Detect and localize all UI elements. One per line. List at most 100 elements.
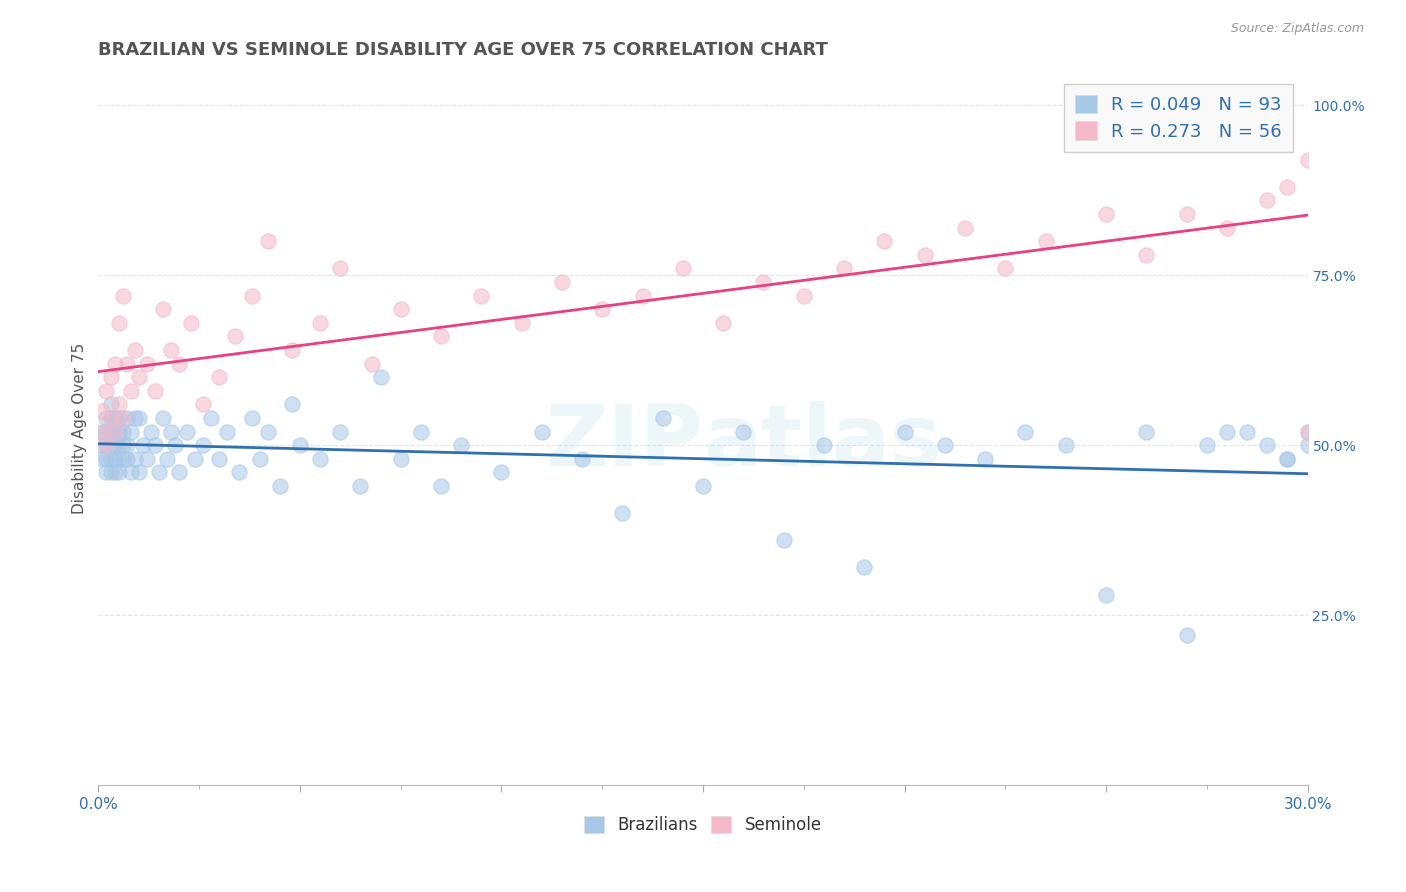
Point xyxy=(571,451,593,466)
Point xyxy=(1296,425,1319,439)
Point xyxy=(100,451,122,466)
Point xyxy=(120,425,142,439)
Legend: Brazilians, Seminole: Brazilians, Seminole xyxy=(578,809,828,841)
Point xyxy=(193,438,215,452)
Point xyxy=(107,397,129,411)
Point xyxy=(1014,425,1036,439)
Point xyxy=(180,316,202,330)
Point xyxy=(96,438,118,452)
Point xyxy=(430,329,453,343)
Point xyxy=(91,425,114,439)
Point xyxy=(100,466,122,480)
Point xyxy=(1216,425,1239,439)
Point xyxy=(853,560,876,574)
Point xyxy=(934,438,956,452)
Point xyxy=(240,288,263,302)
Point xyxy=(651,411,673,425)
Point xyxy=(156,451,179,466)
Point xyxy=(370,370,392,384)
Point xyxy=(128,411,150,425)
Point xyxy=(329,425,352,439)
Point xyxy=(551,275,574,289)
Point xyxy=(124,411,146,425)
Point xyxy=(107,411,129,425)
Point xyxy=(100,425,122,439)
Point xyxy=(115,451,138,466)
Point xyxy=(208,370,231,384)
Text: atlas: atlas xyxy=(703,401,941,484)
Point xyxy=(1256,194,1278,208)
Point xyxy=(288,438,311,452)
Point xyxy=(167,357,190,371)
Point xyxy=(111,288,134,302)
Point xyxy=(100,370,122,384)
Point xyxy=(591,302,613,317)
Point xyxy=(103,425,125,439)
Point xyxy=(120,466,142,480)
Point xyxy=(111,411,134,425)
Point xyxy=(200,411,222,425)
Point xyxy=(974,451,997,466)
Point xyxy=(96,438,118,452)
Point xyxy=(152,411,174,425)
Point xyxy=(115,411,138,425)
Text: BRAZILIAN VS SEMINOLE DISABILITY AGE OVER 75 CORRELATION CHART: BRAZILIAN VS SEMINOLE DISABILITY AGE OVE… xyxy=(98,41,828,59)
Y-axis label: Disability Age Over 75: Disability Age Over 75 xyxy=(72,343,87,514)
Text: ZIP: ZIP xyxy=(546,401,703,484)
Point xyxy=(91,404,114,418)
Point xyxy=(1216,220,1239,235)
Point xyxy=(91,425,114,439)
Point xyxy=(631,288,654,302)
Point xyxy=(103,411,125,425)
Text: Source: ZipAtlas.com: Source: ZipAtlas.com xyxy=(1230,22,1364,36)
Point xyxy=(143,438,166,452)
Point xyxy=(193,397,215,411)
Point xyxy=(1277,451,1299,466)
Point xyxy=(329,261,352,276)
Point xyxy=(1296,153,1319,167)
Point xyxy=(256,425,278,439)
Point xyxy=(832,261,855,276)
Point xyxy=(107,438,129,452)
Point xyxy=(176,425,198,439)
Point xyxy=(711,316,734,330)
Point xyxy=(1135,248,1157,262)
Point xyxy=(692,479,714,493)
Point xyxy=(96,451,118,466)
Point xyxy=(135,357,157,371)
Point xyxy=(893,425,915,439)
Point xyxy=(103,357,125,371)
Point xyxy=(184,451,207,466)
Point xyxy=(914,248,936,262)
Point xyxy=(115,438,138,452)
Point xyxy=(1054,438,1077,452)
Point xyxy=(107,425,129,439)
Point xyxy=(100,397,122,411)
Point xyxy=(96,425,118,439)
Point xyxy=(139,425,162,439)
Point xyxy=(491,466,513,480)
Point xyxy=(103,466,125,480)
Point xyxy=(249,451,271,466)
Point xyxy=(1135,425,1157,439)
Point xyxy=(1175,628,1198,642)
Point xyxy=(91,451,114,466)
Point xyxy=(120,384,142,398)
Point xyxy=(430,479,453,493)
Point xyxy=(132,438,155,452)
Point xyxy=(96,411,118,425)
Point xyxy=(256,234,278,248)
Point xyxy=(100,438,122,452)
Point xyxy=(1277,180,1299,194)
Point xyxy=(160,343,183,357)
Point xyxy=(772,533,794,548)
Point xyxy=(103,451,125,466)
Point xyxy=(510,316,533,330)
Point xyxy=(1296,438,1319,452)
Point xyxy=(240,411,263,425)
Point xyxy=(1296,425,1319,439)
Point xyxy=(389,451,412,466)
Point xyxy=(994,261,1017,276)
Point xyxy=(672,261,695,276)
Point xyxy=(128,370,150,384)
